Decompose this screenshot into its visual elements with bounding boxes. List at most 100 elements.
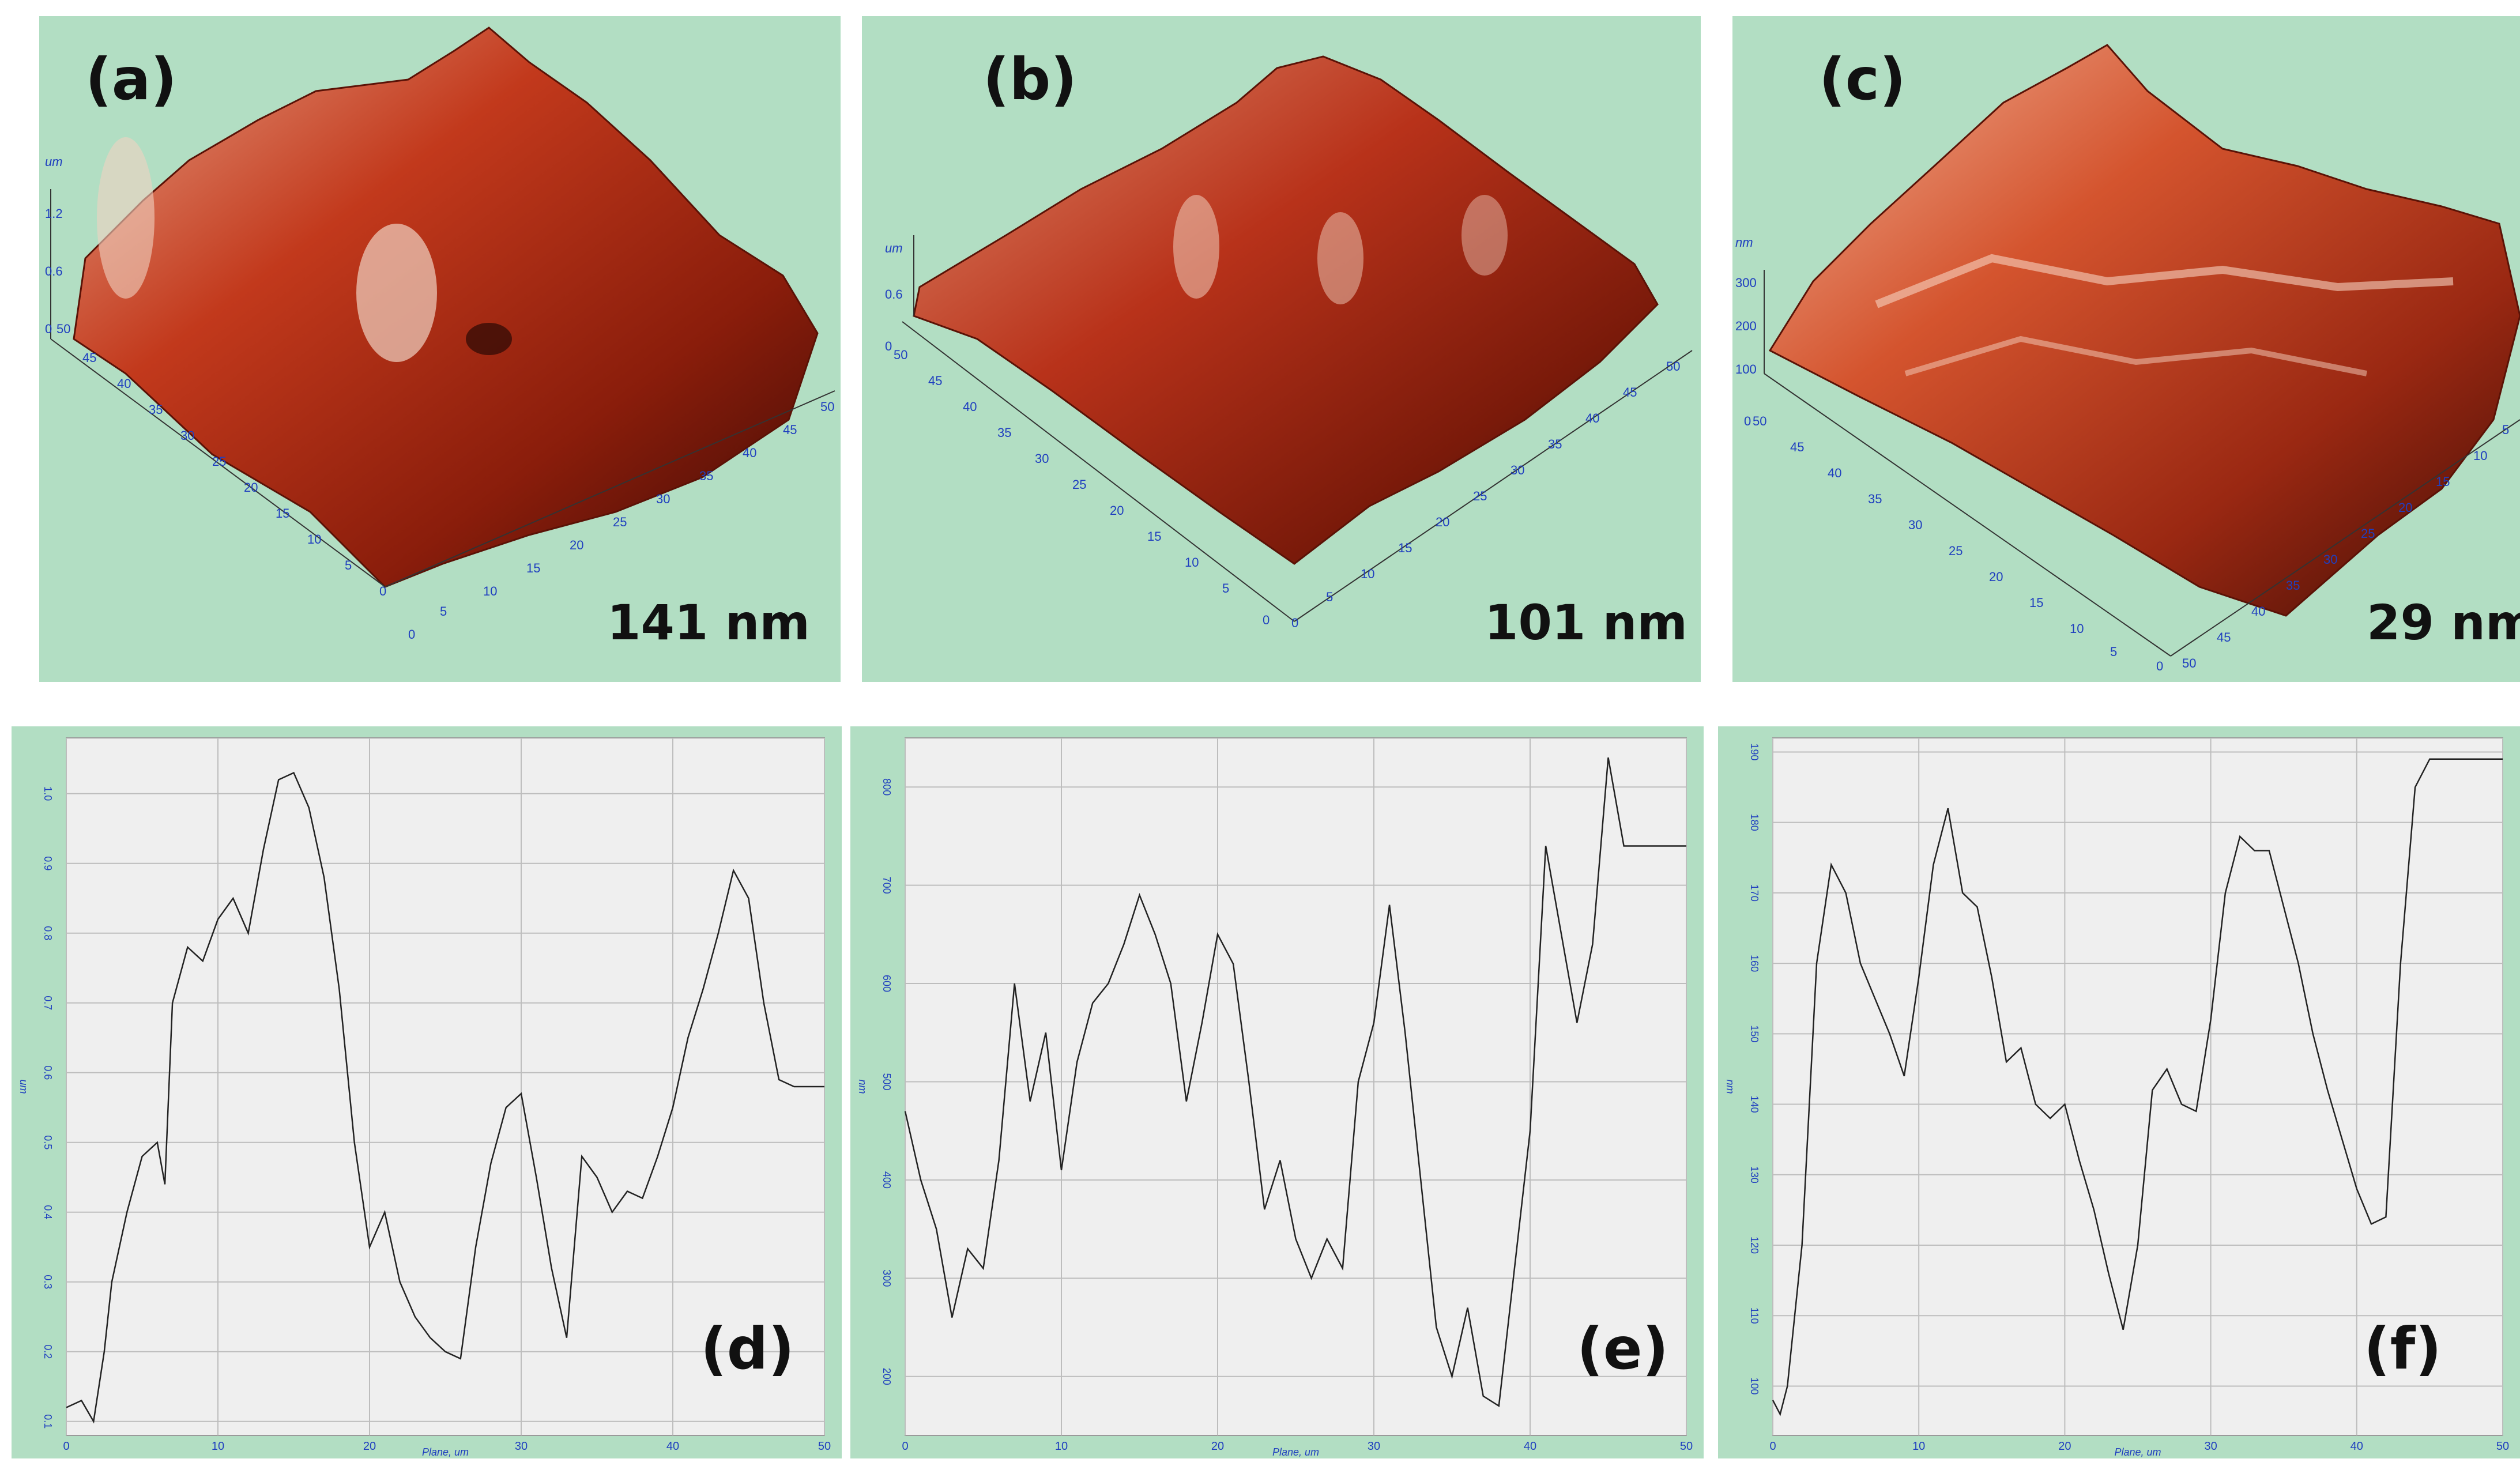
- x-tick-label: 20: [363, 1440, 376, 1453]
- axis-tick: 45: [1790, 440, 1805, 454]
- axis-tick: 30: [1511, 463, 1525, 477]
- axis-tick: 50: [1753, 414, 1767, 428]
- axis-tick: 15: [276, 506, 290, 521]
- y-tick-label: 120: [1749, 1237, 1760, 1254]
- line-profile-panel-f: 0 10 20 30 40 50 100 110 120 130 140 150 160 170 180 19…: [1718, 726, 2520, 1458]
- axis-tick: 35: [2286, 578, 2300, 593]
- x-tick-label: 20: [1211, 1440, 1224, 1453]
- axis-tick: 15: [526, 561, 541, 575]
- y-tick-label: 300: [881, 1269, 892, 1287]
- x-tick-label: 20: [2058, 1440, 2071, 1453]
- profile-line: [66, 771, 824, 1424]
- axis-tick: 50: [56, 322, 71, 336]
- y-tick-label: 800: [881, 778, 892, 796]
- y-tick-label: 180: [1749, 814, 1760, 831]
- y-tick-label: 0.5: [42, 1135, 54, 1149]
- axis-tick: 5: [1326, 590, 1334, 604]
- z-unit: um: [45, 154, 63, 169]
- axis-tick: 25: [212, 454, 227, 469]
- z-tick: 0.6: [885, 287, 903, 301]
- x-tick-label: 10: [1055, 1440, 1068, 1453]
- y-tick-label: 170: [1749, 884, 1760, 902]
- axis-tick: 45: [2217, 630, 2231, 644]
- axis-tick: 20: [1436, 515, 1450, 529]
- axis-tick: 15: [2029, 595, 2044, 610]
- y-tick-label: 130: [1749, 1166, 1760, 1183]
- axis-tick: 0: [1291, 616, 1299, 630]
- y-tick-label: 0.9: [42, 856, 54, 870]
- z-tick: 0.6: [45, 264, 63, 278]
- x-tick-label: 30: [2204, 1440, 2217, 1453]
- x-tick-label: 40: [2351, 1440, 2363, 1453]
- y-tick-label: 200: [881, 1368, 892, 1385]
- axis-tick: 5: [2502, 423, 2510, 437]
- axis-tick: 25: [1473, 489, 1487, 503]
- axis-tick: 0: [2156, 659, 2164, 673]
- afm-3d-panel-a: (a) 141 nm um 1.2 0.6 0 50 45 40 35 30 2…: [39, 16, 841, 682]
- x-tick-label: 0: [63, 1440, 69, 1453]
- axis-tick: 5: [2110, 644, 2118, 659]
- y-tick-label: 110: [1749, 1307, 1760, 1324]
- axis-tick: 40: [2251, 604, 2266, 619]
- x-tick-label: 40: [666, 1440, 679, 1453]
- roughness-value: 141 nm: [607, 594, 810, 651]
- y-tick-label: 700: [881, 877, 892, 894]
- x-tick-label: 0: [902, 1440, 908, 1453]
- profile-line: [1772, 758, 2503, 1416]
- z-unit: nm: [1735, 235, 1753, 250]
- axis-tick: 10: [2473, 448, 2488, 463]
- y-tick-label: 0.2: [42, 1344, 54, 1359]
- z-tick: 1.2: [45, 206, 63, 221]
- x-axis-label: Plane, um: [1272, 1446, 1319, 1458]
- line-chart-d: 0 10 20 30 40 50 0.1 0.2 0.3 0.4 0.5 0.6 0.7 0.8 0.9 1.…: [18, 737, 831, 1458]
- axis-tick: 25: [1072, 477, 1087, 492]
- axis-tick: 40: [1585, 411, 1600, 425]
- y-tick-label: 100: [1749, 1377, 1760, 1394]
- roughness-value: 29 nm: [2367, 594, 2520, 651]
- axis-tick: 15: [2436, 474, 2450, 489]
- axis-tick: 30: [180, 428, 195, 443]
- axis-tick: 10: [1361, 567, 1375, 581]
- axis-tick: 35: [997, 425, 1012, 440]
- y-tick-label: 0.1: [42, 1414, 54, 1428]
- y-tick-label: 400: [881, 1171, 892, 1189]
- axis-tick: 45: [783, 423, 797, 437]
- axis-tick: 30: [1035, 451, 1049, 466]
- y-tick-label: 150: [1749, 1025, 1760, 1042]
- y-tick-label: 0.3: [42, 1275, 54, 1289]
- axis-tick: 5: [345, 558, 352, 572]
- axis-tick: 20: [570, 538, 584, 552]
- surface-3d-a: [50, 27, 835, 588]
- x-axis-label: Plane, um: [2114, 1446, 2161, 1458]
- axis-tick: 35: [699, 469, 714, 483]
- y-tick-label: 0.8: [42, 926, 54, 940]
- y-axis-label: nm: [1724, 1079, 1736, 1094]
- axis-tick: 5: [440, 604, 447, 619]
- y-tick-label: 0.7: [42, 996, 54, 1010]
- x-tick-label: 40: [1524, 1440, 1536, 1453]
- axis-tick: 35: [1548, 437, 1562, 451]
- line-profile-panel-e: 0 10 20 30 40 50 200 300 400 500 600 700 800 Plane, u…: [850, 726, 1704, 1458]
- x-tick-label: 50: [818, 1440, 831, 1453]
- line-chart-e: 0 10 20 30 40 50 200 300 400 500 600 700 800 Plane, u…: [857, 737, 1693, 1458]
- z-tick: 0: [45, 322, 52, 336]
- panel-label: (e): [1577, 1315, 1669, 1382]
- z-tick: 200: [1735, 319, 1757, 333]
- axis-tick: 0: [408, 627, 416, 642]
- plot-area: [1772, 737, 2503, 1436]
- x-axis-label: Plane, um: [422, 1446, 469, 1458]
- axis-tick: 45: [82, 350, 97, 365]
- axis-tick: 35: [1868, 492, 1882, 506]
- panel-label: (d): [700, 1315, 794, 1382]
- z-tick: 300: [1735, 276, 1757, 290]
- axis-tick: 10: [2070, 621, 2084, 636]
- axis-tick: 20: [244, 480, 258, 495]
- axis-tick: 50: [894, 348, 908, 362]
- axis-tick: 5: [1222, 581, 1230, 595]
- z-tick: 100: [1735, 362, 1757, 376]
- axis-tick: 25: [2361, 526, 2375, 541]
- z-unit: um: [885, 241, 903, 255]
- y-tick-label: 140: [1749, 1096, 1760, 1113]
- x-tick-label: 0: [1769, 1440, 1776, 1453]
- axis-tick: 20: [1110, 503, 1124, 518]
